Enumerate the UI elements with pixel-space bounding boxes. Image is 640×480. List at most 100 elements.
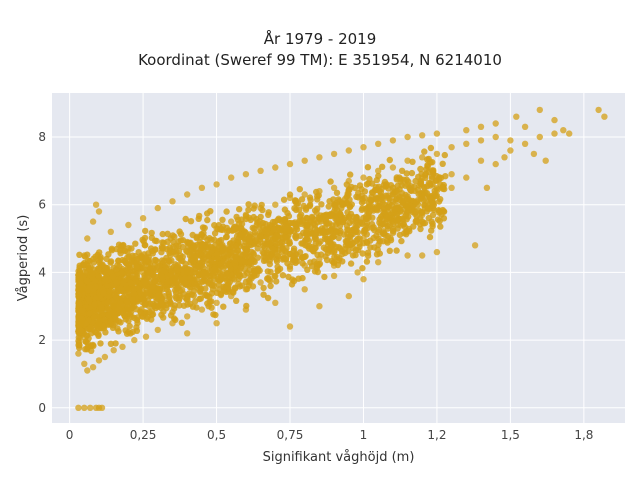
data-point: [333, 189, 341, 196]
data-point: [407, 186, 414, 193]
data-point: [180, 290, 187, 297]
data-point: [263, 233, 270, 241]
data-point: [205, 303, 212, 310]
data-point: [184, 191, 191, 198]
data-point: [286, 228, 294, 235]
data-point: [347, 231, 355, 239]
data-point: [111, 291, 118, 299]
data-point: [204, 236, 211, 244]
data-point: [75, 291, 83, 299]
data-point: [274, 216, 281, 224]
data-point: [245, 201, 252, 208]
data-point: [299, 274, 306, 282]
data-point: [421, 184, 428, 191]
data-point: [78, 320, 85, 327]
data-point: [92, 253, 99, 260]
data-point: [173, 266, 180, 274]
data-point: [354, 269, 361, 276]
data-point: [433, 172, 440, 180]
data-point: [345, 147, 352, 154]
data-point: [257, 167, 264, 174]
data-point: [542, 157, 549, 164]
data-point: [257, 232, 264, 239]
data-point: [254, 254, 261, 261]
data-point: [166, 293, 173, 301]
data-point: [389, 137, 397, 144]
data-point: [119, 343, 126, 350]
data-point: [236, 206, 243, 213]
chart-subtitle: Koordinat (Sweref 99 TM): E 351954, N 62…: [138, 51, 502, 69]
data-point: [139, 269, 147, 276]
data-point: [175, 247, 183, 255]
data-point: [437, 223, 444, 230]
data-point: [154, 286, 161, 293]
data-point: [254, 245, 261, 252]
data-point: [149, 247, 156, 255]
data-point: [437, 196, 444, 203]
data-point: [272, 299, 279, 306]
x-axis-title: Signifikant våghöjd (m): [263, 450, 415, 465]
data-point: [330, 208, 338, 215]
data-point: [316, 255, 323, 262]
data-point: [218, 236, 225, 244]
data-point: [87, 404, 94, 411]
data-point: [551, 116, 558, 124]
data-point: [330, 248, 338, 256]
data-point: [316, 154, 323, 161]
data-point: [438, 211, 445, 218]
data-point: [158, 272, 165, 280]
data-point: [78, 327, 85, 334]
data-point: [393, 176, 400, 183]
data-point: [79, 307, 86, 314]
data-point: [109, 273, 117, 280]
data-point: [86, 265, 93, 273]
data-point: [118, 269, 126, 277]
y-tick-label: 2: [38, 333, 46, 347]
data-point: [417, 225, 424, 233]
data-point: [95, 259, 103, 266]
data-point: [436, 217, 443, 225]
data-point: [267, 239, 274, 247]
data-point: [375, 194, 382, 202]
data-point: [278, 239, 286, 246]
data-point: [141, 279, 149, 287]
data-point: [125, 253, 133, 260]
data-point: [95, 357, 103, 364]
data-point: [214, 276, 222, 283]
data-point: [251, 269, 258, 277]
data-point: [507, 147, 514, 154]
data-point: [419, 252, 426, 259]
data-point: [382, 231, 389, 239]
data-point: [131, 336, 138, 344]
data-point: [434, 186, 441, 193]
data-point: [323, 256, 331, 264]
data-point: [91, 300, 99, 308]
data-point: [501, 154, 508, 161]
data-point: [477, 157, 485, 164]
data-point: [164, 230, 171, 237]
data-point: [347, 171, 354, 178]
data-point: [176, 302, 183, 309]
data-point: [107, 228, 115, 235]
data-point: [140, 264, 147, 271]
data-point: [560, 127, 567, 134]
data-point: [263, 226, 271, 233]
data-point: [213, 255, 220, 262]
data-point: [424, 205, 432, 212]
data-point: [492, 133, 499, 141]
data-point: [175, 296, 183, 304]
data-point: [347, 260, 355, 267]
data-point: [260, 284, 267, 292]
data-point: [284, 234, 291, 241]
data-point: [105, 311, 112, 319]
data-point: [83, 277, 91, 285]
data-point: [112, 279, 120, 287]
data-point: [343, 193, 350, 200]
data-point: [384, 222, 391, 230]
data-point: [273, 240, 280, 248]
data-point: [356, 182, 364, 189]
data-point: [279, 272, 287, 279]
x-tick-label: 1: [360, 428, 368, 442]
data-point: [276, 227, 283, 234]
data-point: [154, 292, 162, 299]
